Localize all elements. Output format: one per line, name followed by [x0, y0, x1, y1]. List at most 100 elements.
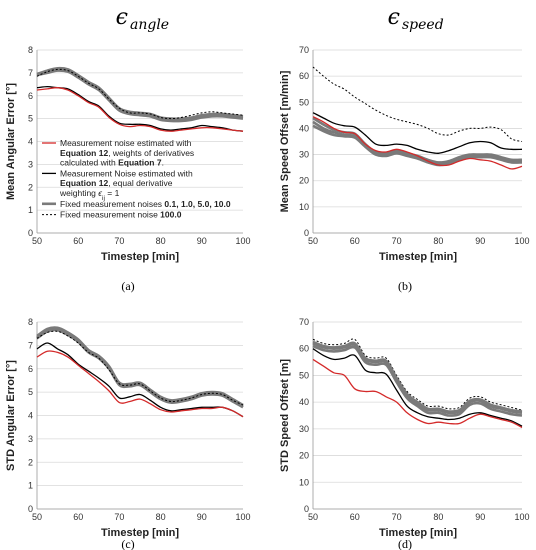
- legend-entry-text: weighting ϵij = 1: [59, 188, 120, 202]
- y-axis-label: Mean Speed Offset [m/min]: [279, 70, 291, 212]
- series-line-gray: [36, 69, 244, 123]
- y-tick-label: 2: [28, 457, 33, 467]
- y-tick-label: 30: [299, 424, 309, 434]
- y-tick-label: 50: [299, 97, 309, 107]
- y-tick-label: 10: [299, 477, 309, 487]
- y-tick-label: 60: [299, 71, 309, 81]
- series-line-black: [312, 348, 523, 427]
- y-tick-label: 0: [28, 504, 33, 514]
- x-tick-label: 90: [197, 236, 207, 246]
- column-header-speed-symbol: ϵ: [388, 5, 400, 30]
- legend-entry-text: Fixed measurement noise 100.0: [60, 210, 182, 220]
- legend-entry-text: Equation 12, weights of derivatives: [60, 148, 194, 158]
- x-tick-label: 100: [235, 236, 250, 246]
- y-tick-label: 4: [28, 411, 33, 421]
- y-tick-label: 2: [28, 182, 33, 192]
- y-tick-label: 3: [28, 434, 33, 444]
- series-line-black: [312, 112, 523, 154]
- y-tick-label: 7: [28, 68, 33, 78]
- y-tick-label: 30: [299, 150, 309, 160]
- x-tick-label: 80: [156, 512, 166, 522]
- y-tick-label: 8: [28, 317, 33, 327]
- x-tick-label: 70: [114, 236, 124, 246]
- series-line-red: [36, 350, 244, 418]
- y-tick-label: 7: [28, 340, 33, 350]
- x-tick-label: 60: [350, 512, 360, 522]
- legend-entry-text: calculated with Equation 7.: [60, 158, 164, 168]
- y-tick-label: 3: [28, 159, 33, 169]
- y-tick-label: 0: [304, 228, 309, 238]
- x-tick-label: 80: [433, 236, 443, 246]
- series-line-red: [312, 358, 523, 429]
- series-line-black: [36, 85, 244, 132]
- panel-b: 0 10 20 30 40 50 60 70 50 60 70 80 90 100 Timestep [mi…: [279, 45, 530, 293]
- column-header-angle-subscript: angle: [130, 17, 169, 33]
- y-tick-label: 40: [299, 397, 309, 407]
- panel-d: 0 10 20 30 40 50 60 70 50 60 70 80 90 100 Timestep [mi…: [279, 317, 530, 550]
- legend-entry-text: Measurement noise estimated with: [60, 138, 192, 148]
- x-tick-label: 90: [475, 512, 485, 522]
- series-line-dotted: [36, 330, 244, 406]
- series-line-gray: [312, 344, 523, 417]
- y-tick-label: 0: [304, 504, 309, 514]
- x-axis-label: Timestep [min]: [101, 251, 179, 263]
- y-tick-label: 20: [299, 176, 309, 186]
- x-axis-label: Timestep [min]: [101, 527, 179, 539]
- x-tick-label: 70: [392, 236, 402, 246]
- x-tick-label: 60: [350, 236, 360, 246]
- panel-c: 0 1 2 3 4 5 6 7 8 50 60 70 80 90 100 Timestep [min] STD …: [5, 317, 251, 550]
- y-tick-label: 6: [28, 364, 33, 374]
- y-axis-label: STD Speed Offset [m]: [279, 359, 291, 472]
- y-tick-label: 10: [299, 202, 309, 212]
- x-tick-label: 70: [392, 512, 402, 522]
- x-tick-label: 90: [475, 236, 485, 246]
- y-axis-label: Mean Angular Error [°]: [5, 83, 17, 200]
- y-tick-label: 60: [299, 344, 309, 354]
- legend-entry-text: Equation 12, equal derivative: [60, 178, 173, 188]
- legend-entry-text: Fixed measurement noises 0.1, 1.0, 5.0, …: [60, 199, 231, 209]
- x-tick-label: 100: [514, 236, 529, 246]
- x-tick-label: 50: [308, 512, 318, 522]
- series-line-gray: [312, 340, 523, 413]
- x-tick-label: 50: [32, 236, 42, 246]
- panel-a: 0 1 2 3 4 5 6 7 8 50 60 70 80 90 100 Timestep [min] Mean…: [5, 45, 251, 293]
- y-axis-label: STD Angular Error [°]: [5, 360, 17, 471]
- x-tick-label: 80: [433, 512, 443, 522]
- series-line-red: [312, 116, 523, 170]
- series-line-gray: [36, 326, 244, 407]
- panel-label: (d): [398, 537, 412, 550]
- y-tick-label: 40: [299, 123, 309, 133]
- y-tick-label: 6: [28, 91, 33, 101]
- legend: Measurement noise estimated withEquation…: [42, 138, 231, 220]
- x-tick-label: 70: [114, 512, 124, 522]
- x-axis-label: Timestep [min]: [379, 527, 457, 539]
- x-tick-label: 100: [235, 512, 250, 522]
- series-line-black: [36, 342, 244, 418]
- x-tick-label: 60: [73, 236, 83, 246]
- x-tick-label: 100: [514, 512, 529, 522]
- x-tick-label: 50: [32, 512, 42, 522]
- y-tick-label: 50: [299, 370, 309, 380]
- panel-label: (a): [121, 279, 134, 293]
- series-line-gray: [312, 124, 523, 167]
- series-line-dotted: [312, 338, 523, 411]
- y-tick-label: 5: [28, 114, 33, 124]
- y-tick-label: 5: [28, 387, 33, 397]
- column-header-angle-symbol: ϵ: [116, 5, 128, 30]
- y-tick-label: 70: [299, 45, 309, 55]
- y-tick-label: 70: [299, 317, 309, 327]
- x-tick-label: 80: [156, 236, 166, 246]
- x-tick-label: 50: [308, 236, 318, 246]
- y-tick-label: 8: [28, 45, 33, 55]
- series-line-red: [36, 87, 244, 132]
- column-header-speed-subscript: speed: [402, 17, 444, 33]
- panel-label: (c): [121, 537, 134, 550]
- x-axis-label: Timestep [min]: [379, 251, 457, 263]
- series-line-dotted: [36, 68, 244, 120]
- series-line-dotted: [312, 66, 523, 142]
- y-tick-label: 0: [28, 228, 33, 238]
- y-tick-label: 20: [299, 451, 309, 461]
- series-line-gray: [36, 66, 244, 121]
- y-tick-label: 1: [28, 205, 33, 215]
